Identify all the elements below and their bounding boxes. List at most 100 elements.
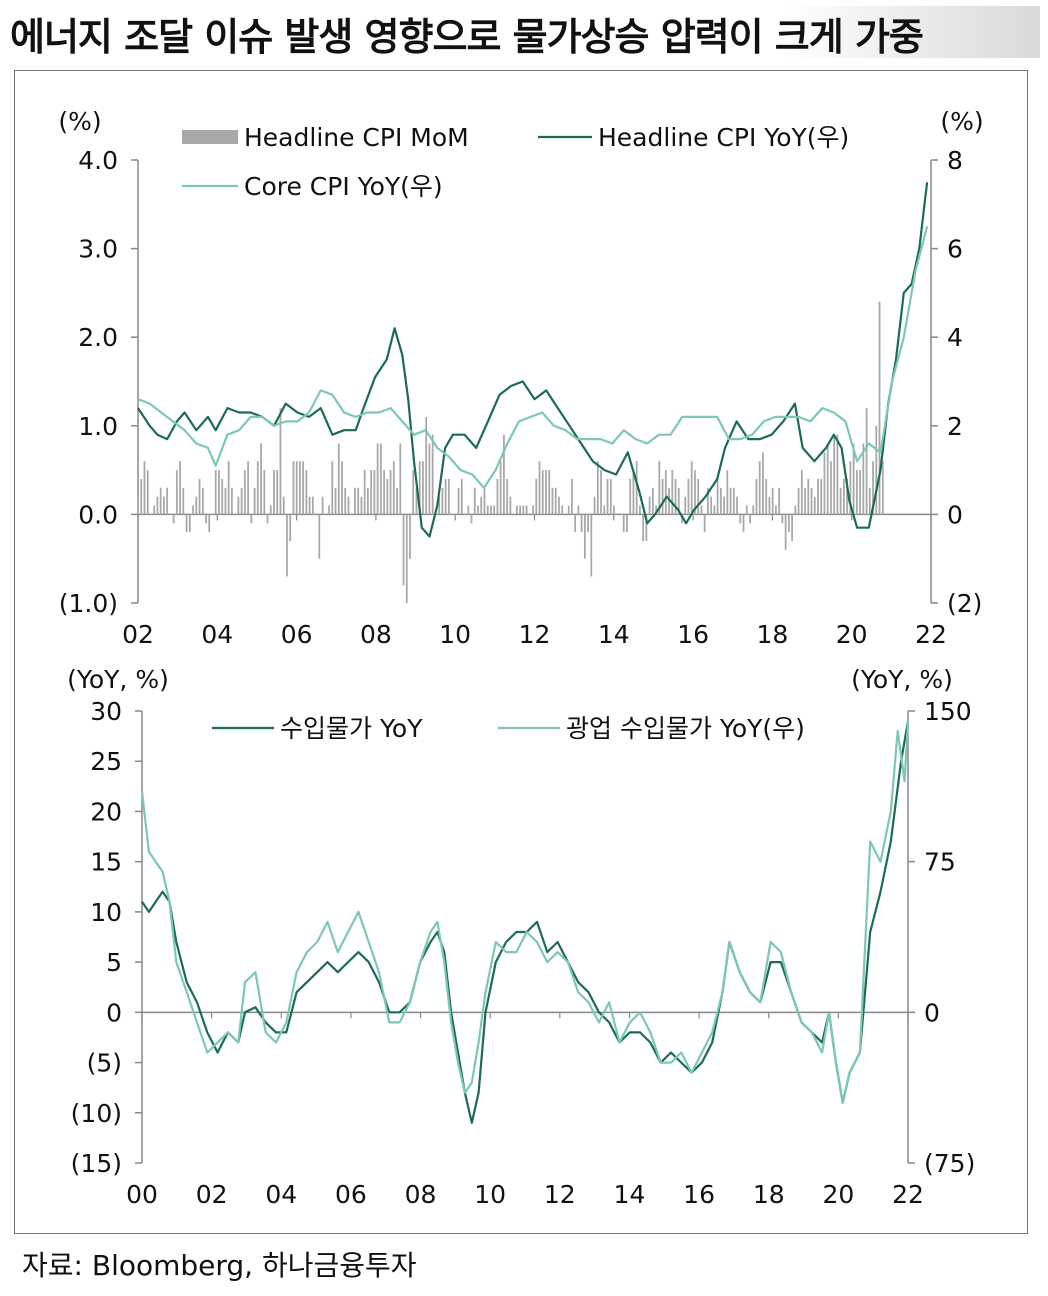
chart1-bar-mom — [441, 487, 444, 515]
chart1-bar-mom — [422, 461, 424, 515]
chart1-bar-mom — [467, 505, 470, 515]
chart1-bar-mom — [292, 461, 295, 515]
chart1-bar-mom — [201, 487, 204, 515]
chart2-x-tick-label: 04 — [265, 1180, 297, 1209]
chart1-bar-mom — [428, 443, 431, 515]
chart1-bar-mom — [188, 514, 191, 533]
chart1-bar-mom — [227, 461, 230, 515]
chart1-bar-mom — [710, 496, 713, 515]
chart1-bar-mom — [321, 496, 324, 515]
chart1-bar-mom — [765, 478, 768, 515]
chart1-bar-mom — [855, 470, 858, 515]
chart1-bar-mom — [308, 496, 311, 515]
chart1-bar-mom — [354, 487, 356, 515]
chart1-bar-mom — [577, 505, 580, 515]
chart2-y-left-tick-label: 5 — [106, 948, 122, 977]
chart1-bar-mom — [571, 478, 573, 515]
chart1-bar-mom — [655, 505, 657, 515]
chart1-bar-mom — [729, 487, 732, 515]
chart1-bar-mom — [150, 514, 152, 515]
chart1-bar-mom — [826, 443, 829, 515]
chart2-x-tick-label: 20 — [822, 1180, 854, 1209]
chart1-bar-mom — [781, 514, 784, 524]
chart1-bar-mom — [512, 514, 515, 515]
chart2-series-line-1 — [141, 720, 910, 1124]
chart1-bar-mom — [224, 487, 227, 515]
chart1-bar-mom — [250, 514, 253, 524]
chart1-bar-mom — [473, 487, 476, 515]
chart1-bar-mom — [661, 478, 664, 515]
chart1-bar-mom — [632, 470, 635, 515]
chart1-bar-mom — [684, 496, 687, 515]
chart1-y-right-tick-label: 4 — [947, 323, 963, 352]
chart1-bar-mom — [872, 461, 874, 515]
chart2-x-tick-label: 12 — [544, 1180, 576, 1209]
chart1-bar-mom — [386, 478, 389, 515]
chart1-bar-mom — [218, 470, 220, 515]
chart2-y-right-tick-label: 75 — [924, 848, 956, 877]
chart1-bar-mom — [755, 478, 758, 515]
chart1-bar-mom — [820, 478, 823, 515]
chart1-y-right-tick-label: (2) — [947, 589, 982, 618]
chart1-bar-mom — [409, 514, 411, 559]
chart1-bar-mom — [716, 478, 719, 515]
chart2-y-right-tick-label: 0 — [924, 998, 940, 1027]
chart2-y-left-tick-label: 20 — [90, 797, 122, 826]
chart1-bar-mom — [276, 470, 279, 515]
chart1-bar-mom — [862, 443, 865, 515]
chart1-x-tick-label: 08 — [360, 620, 392, 649]
chart1-bar-mom — [616, 514, 619, 515]
chart1-bar-mom — [402, 514, 405, 586]
chart1-bar-mom — [363, 470, 366, 515]
chart1-bar-mom — [606, 478, 609, 515]
chart1-bar-mom — [878, 301, 881, 515]
chart1-bar-mom — [493, 505, 496, 515]
chart1-bar-mom — [376, 443, 379, 515]
chart1-bar-mom — [843, 478, 845, 515]
chart1-bar-mom — [389, 470, 392, 515]
chart1-y-right-tick-label: 0 — [947, 500, 963, 529]
chart1-series-line-3 — [137, 226, 929, 489]
chart1-bar-mom — [525, 505, 528, 515]
chart1-y-right-tick-label: 8 — [947, 146, 963, 175]
chart1-bar-mom — [208, 514, 211, 533]
chart1-bar-mom — [749, 514, 751, 524]
chart1-x-tick-label: 22 — [915, 620, 947, 649]
chart1-bar-mom — [509, 496, 512, 515]
chart1-bar-mom — [609, 478, 612, 515]
chart1-bar-mom — [658, 461, 661, 515]
chart1-bar-mom — [470, 514, 473, 524]
chart1-bar-mom — [506, 478, 509, 515]
chart1-bar-mom — [214, 470, 217, 515]
chart1-bar-mom — [668, 487, 670, 515]
chart1-bar-mom — [541, 470, 544, 515]
chart1-bar-mom — [483, 487, 486, 515]
chart2-y-left-tick-label: 25 — [90, 747, 122, 776]
chart1-bar-mom — [328, 505, 330, 515]
chart1-bar-mom — [639, 505, 641, 515]
source-note: 자료: Bloomberg, 하나금융투자 — [22, 1249, 417, 1282]
chart1-bar-mom — [324, 514, 327, 515]
chart1-bar-mom — [179, 461, 181, 515]
chart1-bar-mom — [865, 408, 868, 515]
chart1-x-tick-label: 16 — [677, 620, 709, 649]
chart1-bar-mom — [836, 434, 839, 515]
chart1-bar-mom — [344, 487, 347, 515]
chart1-bar-mom — [396, 487, 398, 515]
chart2-y-left-tick-label: (15) — [71, 1149, 122, 1178]
chart1-bar-mom — [859, 470, 861, 515]
chart1-bar-mom — [745, 505, 748, 515]
chart2-series-line-2 — [140, 720, 910, 1104]
chart1-bar-mom — [800, 470, 803, 515]
chart1-bar-mom — [758, 461, 761, 515]
chart1-x-tick-label: 04 — [201, 620, 233, 649]
chart1-bar-mom — [337, 443, 340, 515]
chart1-bar-mom — [736, 496, 738, 515]
chart1-legend-label: Headline CPI YoY(우) — [598, 123, 849, 152]
chart1-bar-mom — [593, 496, 596, 515]
chart1-bar-mom — [817, 478, 819, 515]
chart1-bar-mom — [311, 496, 314, 515]
chart1-bar-mom — [477, 505, 479, 515]
chart1-bar-mom — [480, 496, 483, 515]
chart1-bar-mom — [315, 514, 317, 515]
